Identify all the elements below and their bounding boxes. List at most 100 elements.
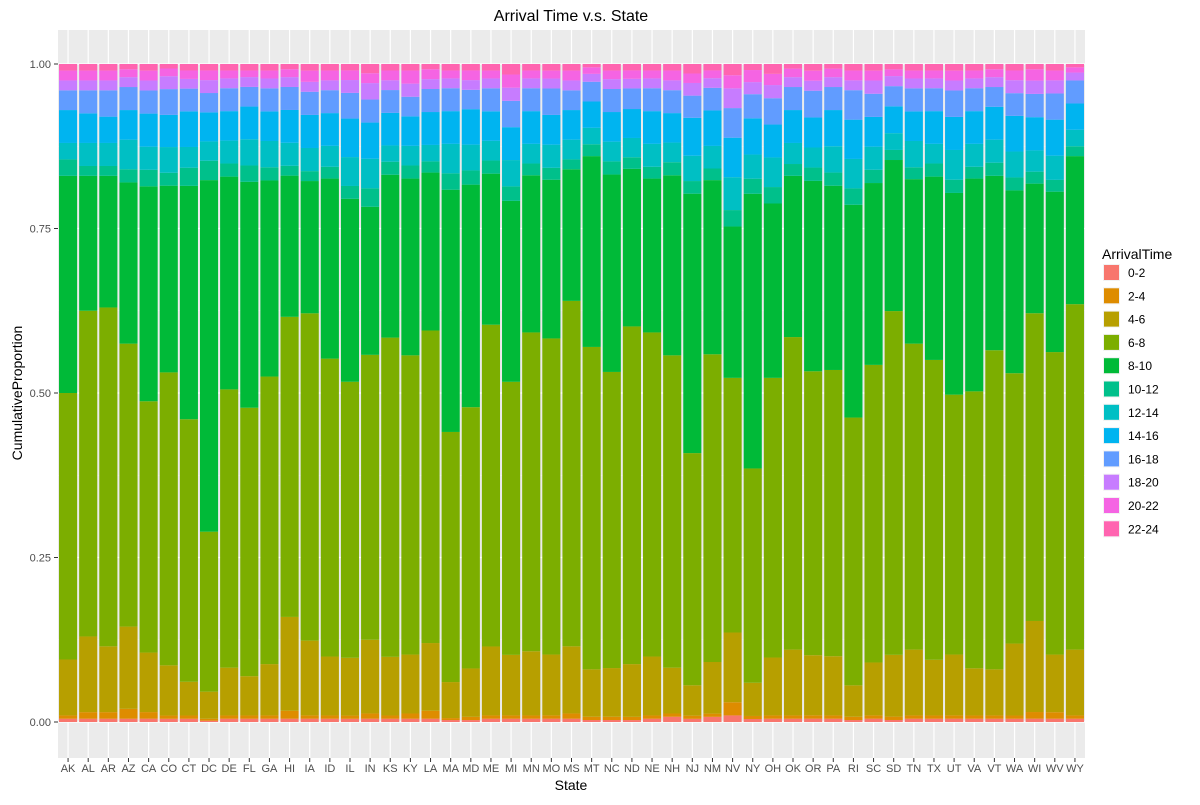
bar-segment-NY-20-22 xyxy=(743,70,762,83)
x-tick-label: AL xyxy=(81,763,94,775)
bar-segment-RI-0-2 xyxy=(844,720,863,722)
bar-segment-ID-14-16 xyxy=(320,113,339,146)
bar-segment-NY-10-12 xyxy=(743,178,762,194)
bar-segment-ME-18-20 xyxy=(481,78,501,89)
bar-segment-IN-8-10 xyxy=(361,206,380,355)
bar-segment-MS-4-6 xyxy=(562,646,581,714)
bar-segment-CA-0-2 xyxy=(139,718,158,722)
bar-segment-OR-14-16 xyxy=(804,117,823,148)
bar-segment-MA-6-8 xyxy=(441,431,460,683)
bar-segment-WV-20-22 xyxy=(1045,70,1064,81)
bar-segment-DC-22-24 xyxy=(199,64,219,71)
bar-segment-NH-12-14 xyxy=(663,142,682,163)
bar-segment-CA-6-8 xyxy=(139,401,158,653)
bar-segment-WV-22-24 xyxy=(1045,64,1064,71)
bar-segment-VT-4-6 xyxy=(985,669,1004,716)
x-tick-label: UT xyxy=(947,763,962,775)
x-tick-label: WY xyxy=(1066,763,1084,775)
bar-segment-WY-18-20 xyxy=(1065,72,1084,81)
bar-segment-ID-4-6 xyxy=(320,656,339,716)
bar-segment-CA-20-22 xyxy=(139,70,158,81)
x-tick-label: CO xyxy=(161,763,178,775)
bar-segment-OK-4-6 xyxy=(783,649,803,716)
bar-segment-MO-14-16 xyxy=(542,114,561,145)
bar-segment-CA-22-24 xyxy=(139,64,158,71)
bar-segment-MT-18-20 xyxy=(582,73,601,82)
bar-segment-TX-0-2 xyxy=(924,718,944,722)
bar-segment-NM-22-24 xyxy=(703,64,722,71)
bar-segment-MI-6-8 xyxy=(502,381,521,655)
bar-segment-NV-6-8 xyxy=(723,377,742,633)
x-tick-label: MO xyxy=(542,763,560,775)
bar-segment-KY-22-24 xyxy=(401,64,420,71)
bar-segment-WY-10-12 xyxy=(1065,146,1084,157)
bar-segment-MA-12-14 xyxy=(441,143,460,174)
bar-segment-ME-20-22 xyxy=(481,70,501,79)
bar-segment-ME-22-24 xyxy=(481,64,501,71)
bar-segment-DC-4-6 xyxy=(199,691,219,719)
bar-segment-NM-0-2 xyxy=(703,716,722,722)
bar-segment-AZ-20-22 xyxy=(119,69,138,78)
bar-segment-IL-6-8 xyxy=(340,381,360,658)
bar-segment-AK-0-2 xyxy=(59,718,78,722)
bar-segment-NM-12-14 xyxy=(703,145,722,169)
bar-segment-CT-6-8 xyxy=(179,419,198,682)
bar-segment-OK-2-4 xyxy=(783,715,803,719)
x-tick-label: ME xyxy=(483,763,500,775)
legend-label: 18-20 xyxy=(1128,476,1159,490)
bar-segment-NM-18-20 xyxy=(703,78,722,88)
bar-segment-KS-6-8 xyxy=(381,337,400,657)
x-tick-label: OR xyxy=(805,763,822,775)
x-tick-label: IL xyxy=(345,763,354,775)
bar-segment-MD-12-14 xyxy=(461,144,480,171)
bar-segment-ND-0-2 xyxy=(622,720,641,722)
bar-segment-KY-2-4 xyxy=(401,713,420,719)
bar-segment-VA-14-16 xyxy=(965,111,984,144)
bar-segment-RI-8-10 xyxy=(844,204,863,418)
bar-segment-IL-12-14 xyxy=(340,157,360,186)
bar-segment-OK-16-18 xyxy=(783,87,803,111)
bar-segment-HI-16-18 xyxy=(280,86,299,110)
bar-segment-MN-8-10 xyxy=(522,175,541,333)
bar-segment-DC-12-14 xyxy=(199,141,219,161)
x-tick-label: KY xyxy=(403,763,418,775)
x-tick-label: IA xyxy=(305,763,316,775)
x-tick-label: GA xyxy=(261,763,278,775)
legend-label: 22-24 xyxy=(1128,522,1159,536)
bar-segment-DE-20-22 xyxy=(220,70,239,79)
bar-segment-NY-8-10 xyxy=(743,193,762,469)
bar-segment-AL-22-24 xyxy=(79,64,98,71)
bar-segment-WV-10-12 xyxy=(1045,179,1064,192)
bar-segment-IL-14-16 xyxy=(340,118,360,158)
bar-segment-NC-16-18 xyxy=(602,89,621,113)
bar-segment-NC-14-16 xyxy=(602,112,621,142)
bar-segment-NY-2-4 xyxy=(743,715,762,719)
bar-segment-HI-10-12 xyxy=(280,165,299,176)
bar-segment-AR-14-16 xyxy=(99,116,118,143)
bar-segment-NM-14-16 xyxy=(703,110,722,146)
bar-segment-PA-10-12 xyxy=(824,172,843,186)
bar-segment-CA-16-18 xyxy=(139,90,158,114)
bar-segment-IN-0-2 xyxy=(361,718,380,722)
bar-segment-MS-2-4 xyxy=(562,713,581,719)
legend-swatch-16-18 xyxy=(1104,451,1119,467)
bar-segment-DE-22-24 xyxy=(220,64,239,71)
bar-segment-KY-20-22 xyxy=(401,70,420,84)
bar-segment-MN-6-8 xyxy=(522,332,541,652)
bar-segment-UT-18-20 xyxy=(945,80,964,91)
bar-segment-SC-0-2 xyxy=(864,718,883,722)
bar-segment-UT-20-22 xyxy=(945,70,964,81)
bar-segment-FL-12-14 xyxy=(240,139,259,166)
bar-segment-UT-16-18 xyxy=(945,90,964,117)
bar-segment-NE-22-24 xyxy=(642,64,662,71)
bar-segment-CO-12-14 xyxy=(159,147,178,173)
bar-segment-FL-22-24 xyxy=(240,64,259,71)
bar-segment-ME-0-2 xyxy=(481,718,501,722)
bar-segment-ME-6-8 xyxy=(481,324,501,647)
bar-segment-AK-6-8 xyxy=(59,393,78,660)
bar-segment-SC-22-24 xyxy=(864,64,883,71)
x-tick-label: MT xyxy=(584,763,600,775)
bar-segment-MI-20-22 xyxy=(502,74,521,88)
bar-segment-IN-14-16 xyxy=(361,122,380,159)
